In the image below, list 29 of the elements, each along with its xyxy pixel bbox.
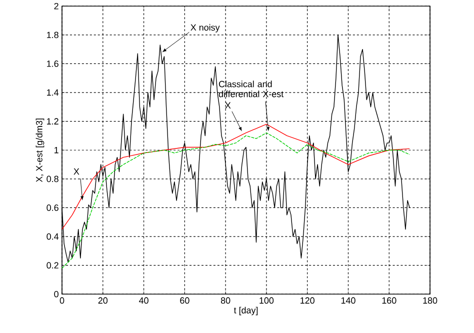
x-tick-label: 140 [341,297,356,304]
annotation: X [225,102,231,108]
x-tick-label: 40 [139,297,148,304]
y-tick-label: 2 [54,2,58,10]
x-tick-label: 60 [180,297,190,304]
y-tick-label: 0 [54,290,58,298]
annotation: Classical and differential X-est [218,80,284,98]
line-series [62,132,410,268]
y-tick-label: 1 [54,146,58,154]
y-tick-label: 1.2 [47,118,58,124]
y-tick-label: 0.6 [46,204,58,211]
x-tick-label: 120 [300,297,314,304]
x-tick-label: 160 [382,297,396,304]
x-tick-label: 20 [98,297,108,304]
y-tick-label: 0.2 [46,262,58,268]
x-tick-label: 100 [260,297,274,304]
y-tick-label: 0.8 [46,176,58,182]
x-tick-label: 180 [423,297,438,304]
line-series [62,124,410,230]
y-tick-label: 0.4 [46,233,59,240]
y-axis-title: X, X-est [g/dm3] [36,118,44,182]
x-tick-label: 80 [220,297,230,304]
x-tick-label: 0 [60,297,64,304]
annotation: X noisy [190,24,220,32]
y-tick-label: 1.6 [47,60,58,67]
y-tick-label: 1.4 [47,89,59,96]
x-axis-title: t [day] [234,306,258,316]
annotation: X [74,168,80,175]
y-tick-label: 1.8 [47,32,58,38]
